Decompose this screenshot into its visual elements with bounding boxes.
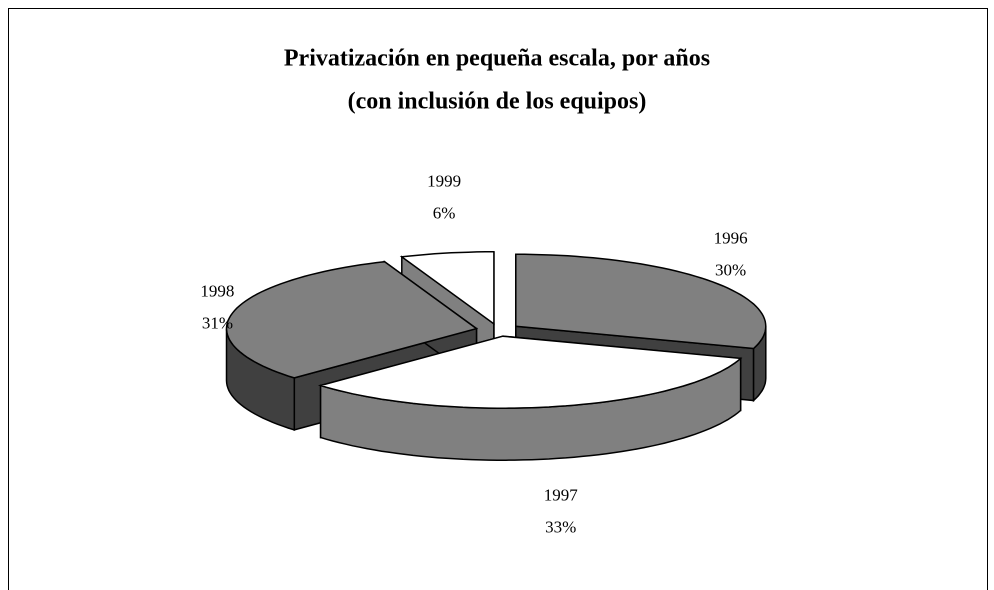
slice-value-label: 33% xyxy=(545,517,576,536)
chart-frame xyxy=(8,8,988,590)
slice-category-label: 1999 xyxy=(427,171,461,190)
chart-title: Privatización en pequeña escala, por año… xyxy=(284,46,710,72)
pie xyxy=(225,251,767,461)
slice xyxy=(399,251,495,326)
chart-subtitle: (con inclusión de los equipos) xyxy=(348,89,647,115)
slice-value-label: 31% xyxy=(202,313,233,332)
slice xyxy=(515,253,767,350)
slice xyxy=(225,260,479,379)
slice xyxy=(317,335,743,409)
slice-category-label: 1996 xyxy=(714,228,748,247)
slice-value-label: 6% xyxy=(433,203,456,222)
slice-category-label: 1997 xyxy=(544,485,579,504)
slice-category-label: 1998 xyxy=(200,281,234,300)
slice-value-label: 30% xyxy=(715,260,746,279)
